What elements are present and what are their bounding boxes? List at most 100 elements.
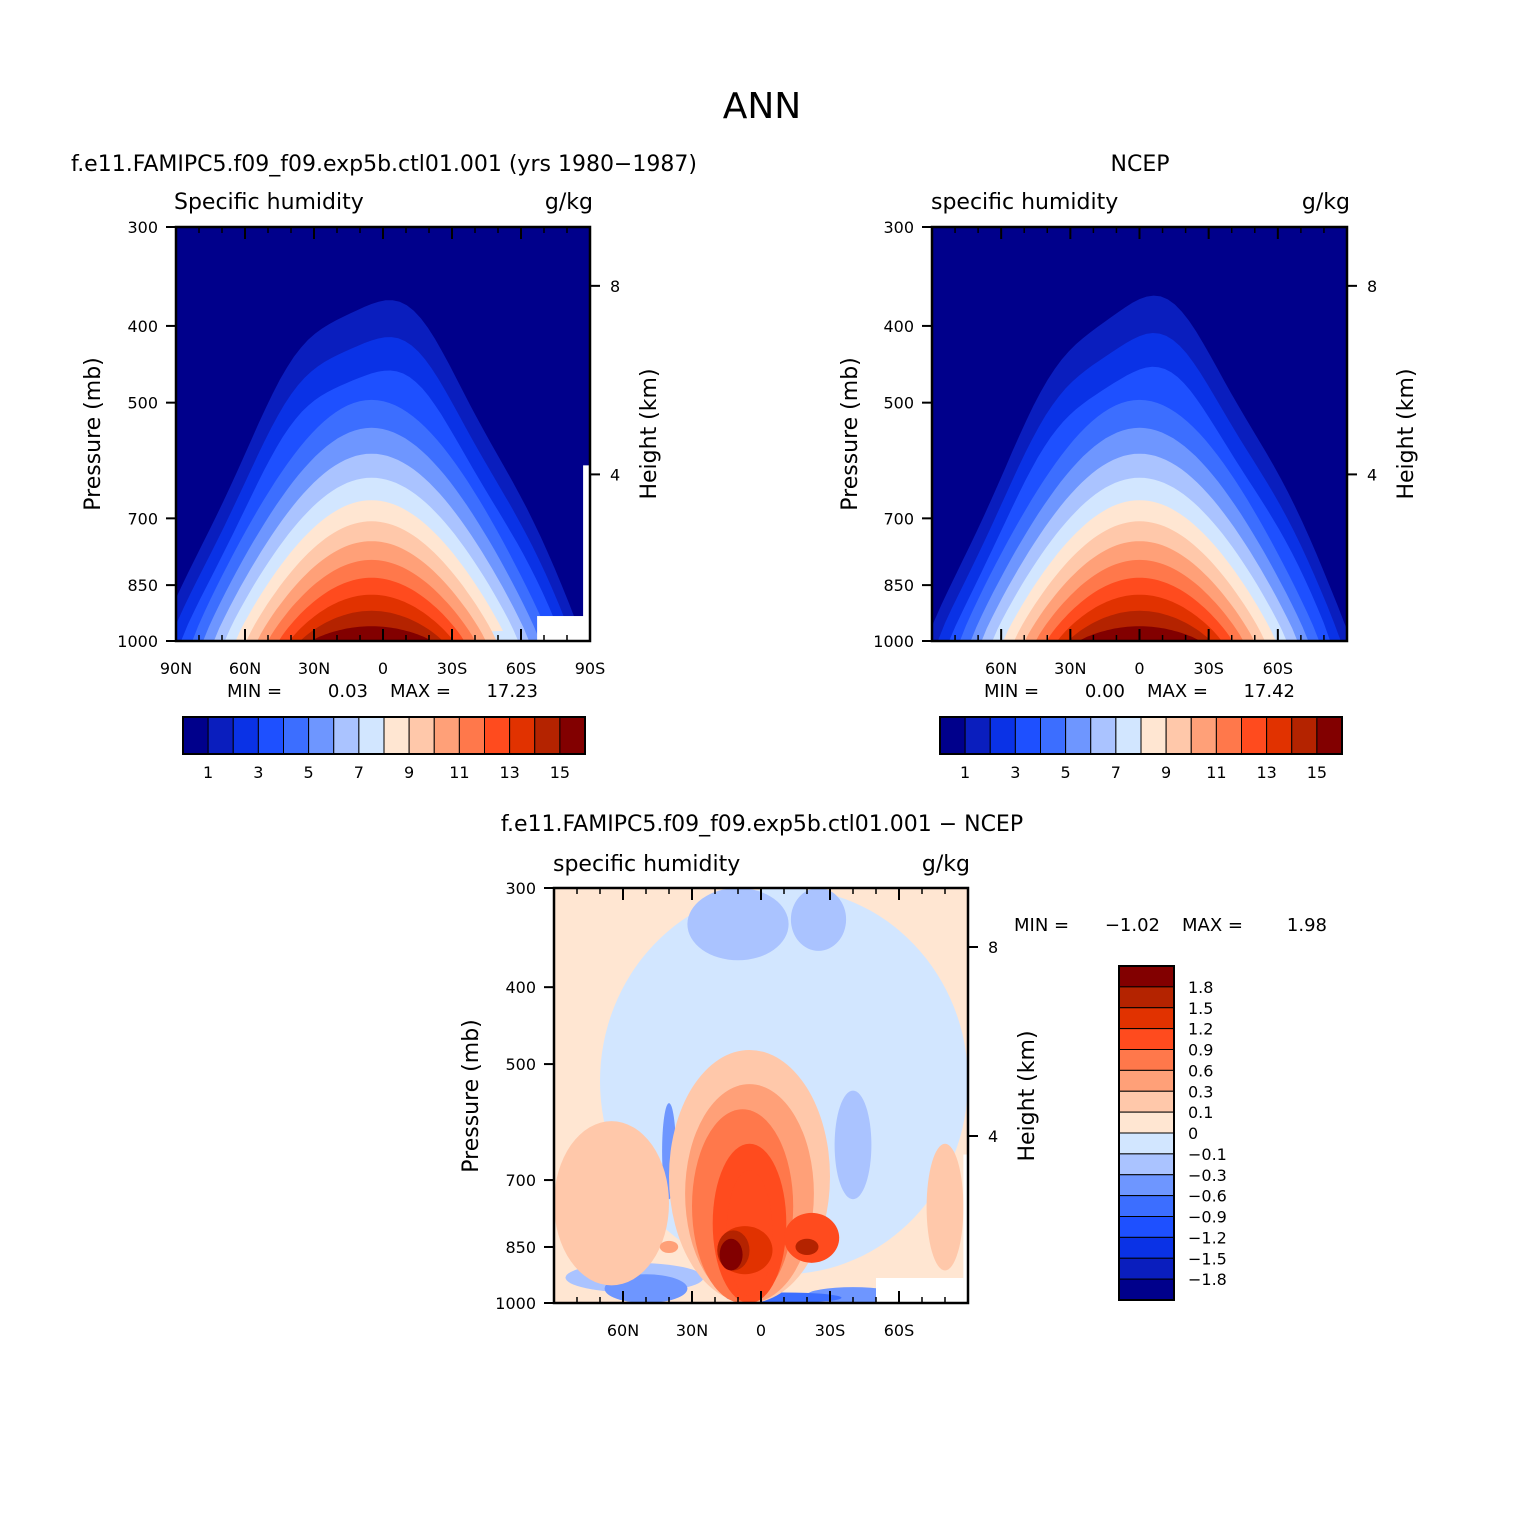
colorbar-swatch — [1118, 1069, 1175, 1092]
colorbar-label: 0.3 — [1188, 1082, 1213, 1101]
colorbar-swatch — [308, 716, 335, 755]
anomaly-patch-2 — [790, 888, 847, 951]
colorbar-label: 7 — [1111, 763, 1121, 782]
y2-tick-label: 8 — [610, 277, 620, 296]
colorbar-swatch — [1014, 716, 1041, 755]
model-plot: 90N 60N 30N 0 30S 60S 90S 300 400 500 700 850 1000 8 4 — [117, 218, 620, 678]
model-variable-label: Specific humidity — [174, 190, 364, 215]
y2-tick-label: 4 — [988, 1127, 998, 1146]
x-tick-label: 0 — [756, 1321, 766, 1340]
obs-units-label: g/kg — [1302, 190, 1350, 215]
y2-tick-label: 4 — [1367, 465, 1377, 484]
colorbar-label: 5 — [1061, 763, 1071, 782]
colorbar-label: −1.5 — [1188, 1249, 1227, 1268]
colorbar-label: 13 — [1256, 763, 1276, 782]
colorbar-swatch — [232, 716, 259, 755]
colorbar-swatch — [1118, 1028, 1175, 1050]
colorbar-label: 9 — [1161, 763, 1171, 782]
diff-panel: f.e11.FAMIPC5.f09_f09.exp5b.ctl01.001 − … — [459, 812, 1327, 1340]
diff-max-label: MAX = — [1182, 915, 1243, 936]
colorbar-label: −0.6 — [1188, 1187, 1227, 1206]
obs-min-value: 0.00 — [1085, 681, 1125, 702]
x-tick-label: 90S — [575, 659, 606, 678]
colorbar-swatch — [358, 716, 385, 755]
colorbar-swatch — [1215, 716, 1242, 755]
colorbar-label: 1.5 — [1188, 999, 1213, 1018]
obs-ylabel: Pressure (mb) — [838, 357, 863, 511]
colorbar-swatch — [1118, 1257, 1175, 1280]
y-tick-label: 850 — [883, 576, 914, 595]
y-tick-label: 400 — [127, 317, 158, 336]
colorbar-swatch — [534, 716, 561, 755]
colorbar-swatch — [964, 716, 991, 755]
obs-max-value: 17.42 — [1243, 681, 1295, 702]
y-tick-label: 500 — [883, 394, 914, 413]
y-tick-label: 400 — [883, 317, 914, 336]
colorbar-swatch — [1118, 965, 1175, 988]
topography-mask-edge — [963, 1154, 968, 1303]
diff-colorbar: 1.81.51.20.90.60.30.10−0.1−0.3−0.6−0.9−1… — [1118, 965, 1227, 1301]
y-tick-label: 300 — [883, 218, 914, 237]
obs-max-label: MAX = — [1147, 681, 1208, 702]
colorbar-label: 13 — [499, 763, 519, 782]
x-tick-label: 60S — [884, 1321, 915, 1340]
colorbar-swatch — [408, 716, 435, 755]
colorbar-label: 0.9 — [1188, 1041, 1213, 1060]
contour-fill — [554, 888, 968, 1303]
anomaly-patch-10 — [926, 1143, 964, 1271]
colorbar-swatch — [283, 716, 310, 755]
colorbar-label: 7 — [354, 763, 364, 782]
colorbar-label: −1.2 — [1188, 1228, 1227, 1247]
obs-y2label: Height (km) — [1394, 368, 1419, 499]
colorbar-swatch — [484, 716, 511, 755]
colorbar-frame — [1118, 965, 1175, 1301]
contour-fill — [932, 227, 1347, 641]
contour-fill — [176, 227, 590, 641]
y-tick-label: 700 — [505, 1171, 536, 1190]
colorbar-swatch — [1118, 1278, 1175, 1301]
diff-variable-label: specific humidity — [553, 852, 740, 877]
colorbar-label: 9 — [404, 763, 414, 782]
colorbar-swatch — [1090, 716, 1117, 755]
anomaly-patch-16 — [784, 1212, 840, 1263]
diff-plot: 60N 30N 0 30S 60S 300 400 500 700 850 1000 8 4 — [495, 879, 998, 1340]
model-title: f.e11.FAMIPC5.f09_f09.exp5b.ctl01.001 (y… — [71, 152, 697, 177]
colorbar-swatch — [559, 716, 586, 755]
colorbar-label: 5 — [304, 763, 314, 782]
contour-level-15 — [311, 626, 432, 641]
y2-tick-label: 4 — [610, 465, 620, 484]
colorbar-swatch — [1118, 986, 1175, 1009]
x-tick-label: 30N — [676, 1321, 708, 1340]
colorbar-swatch — [1118, 1049, 1175, 1071]
y-tick-label: 300 — [505, 879, 536, 898]
y-tick-label: 850 — [505, 1238, 536, 1257]
diff-ylabel: Pressure (mb) — [459, 1019, 484, 1173]
x-tick-label: 60N — [607, 1321, 639, 1340]
colorbar-label: −0.9 — [1188, 1208, 1227, 1227]
x-tick-label: 0 — [378, 659, 388, 678]
colorbar-swatch — [1118, 1216, 1175, 1238]
diff-y2label: Height (km) — [1015, 1030, 1040, 1161]
x-tick-label: 60N — [229, 659, 261, 678]
colorbar-swatch — [939, 716, 966, 755]
y-tick-label: 300 — [127, 218, 158, 237]
colorbar-swatch — [1118, 1195, 1175, 1217]
y-tick-label: 500 — [505, 1055, 536, 1074]
colorbar-swatch — [383, 716, 410, 755]
colorbar-swatch — [1115, 716, 1142, 755]
colorbar-label: 1 — [203, 763, 213, 782]
colorbar-frame — [182, 716, 586, 755]
colorbar-swatch — [458, 716, 485, 755]
model-ylabel: Pressure (mb) — [81, 357, 106, 511]
colorbar-swatch — [1190, 716, 1217, 755]
x-tick-label: 30S — [815, 1321, 846, 1340]
colorbar-swatch — [1118, 1236, 1175, 1259]
colorbar-swatch — [989, 716, 1016, 755]
x-tick-label: 30N — [1054, 659, 1086, 678]
anomaly-patch-3 — [834, 1090, 872, 1200]
colorbar-frame — [939, 716, 1343, 755]
x-tick-label: 30N — [298, 659, 330, 678]
colorbar-swatch — [1316, 716, 1343, 755]
x-tick-label: 0 — [1134, 659, 1144, 678]
